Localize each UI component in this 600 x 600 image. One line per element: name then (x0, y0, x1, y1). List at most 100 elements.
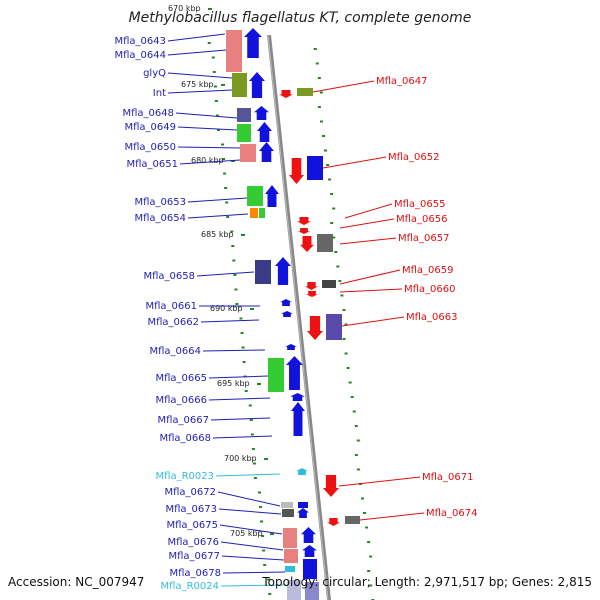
backbone-highlight (267, 34, 329, 600)
tick-mark (342, 309, 346, 311)
leader-line (215, 473, 281, 477)
kbp-tick (221, 84, 225, 86)
gene-arrow-red (297, 217, 311, 225)
kbp-label: 695 kbp (217, 379, 250, 388)
tick-mark (240, 332, 244, 334)
tick-mark (330, 222, 334, 224)
gene-arrow-blue (301, 527, 316, 543)
gene-arrow-blue (244, 28, 262, 58)
gene-label-reverse: Mfla_0674 (426, 508, 478, 519)
tick-mark (365, 526, 369, 529)
gene-arrow-blue (285, 344, 297, 350)
gene-arrow-blue (259, 142, 274, 162)
gene-box-orange (250, 208, 258, 218)
leader-line (187, 197, 248, 203)
gene-label-reverse: Mfla_0671 (422, 472, 474, 483)
tick-mark (224, 187, 228, 189)
leader-line (219, 524, 283, 535)
position-ticks (207, 42, 375, 600)
gene-box-grey (282, 509, 294, 517)
kbp-label: 680 kbp (191, 156, 224, 165)
tick-mark (360, 497, 364, 500)
leader-line (179, 159, 241, 165)
gene-label-forward: Mfla_0664 (149, 346, 201, 357)
tick-mark (233, 274, 237, 276)
leader-line (339, 218, 395, 229)
gene-arrow-red (323, 475, 339, 497)
gene-label-forward: Mfla_0667 (157, 415, 209, 426)
gene-arrow-red (300, 236, 314, 252)
gene-arrow-blue (297, 508, 309, 518)
gene-label-forward: Mfla_0665 (155, 373, 207, 384)
gene-label-reverse: Mfla_0656 (396, 214, 448, 225)
kbp-label: 685 kbp (201, 230, 234, 239)
leader-line (322, 156, 387, 169)
tick-mark (342, 338, 346, 340)
tick-mark (350, 396, 354, 398)
tick-mark (313, 48, 317, 50)
gene-box-blue (307, 156, 323, 180)
gene-arrow-blue (286, 356, 303, 390)
tick-mark (354, 454, 358, 456)
gene-box-pink (284, 549, 298, 563)
gene-arrow-blue (302, 545, 317, 557)
gene-label-forward: glyQ (143, 68, 166, 79)
gene-arrow-cyan (296, 468, 308, 475)
kbp-tick (270, 533, 274, 535)
gene-arrow-red (298, 228, 310, 234)
tick-mark (267, 578, 271, 581)
tick-mark (363, 512, 367, 514)
tick-mark (234, 288, 238, 291)
gene-label-reverse: Mfla_0657 (398, 233, 450, 244)
tick-mark (332, 207, 336, 210)
gene-features (226, 28, 360, 600)
tick-mark (261, 535, 265, 537)
gene-box-blue (303, 559, 317, 579)
tick-mark (226, 216, 230, 218)
gene-box-grey (317, 234, 333, 252)
tick-mark (262, 549, 266, 552)
gene-label-forward: Mfla_0678 (169, 568, 221, 579)
gene-box-pink (226, 30, 242, 72)
gene-label-forward: Mfla_0643 (114, 36, 166, 47)
tick-mark (239, 317, 243, 320)
tick-mark (221, 143, 225, 146)
tick-mark (223, 172, 227, 175)
leader-line (167, 33, 226, 42)
tick-mark (367, 541, 371, 543)
gene-label-forward: Mfla_R0024 (161, 581, 219, 592)
leader-line (177, 126, 238, 131)
gene-box-olive (232, 73, 247, 97)
kbp-label: 700 kbp (224, 454, 257, 463)
tick-mark (340, 294, 344, 297)
tick-mark (242, 361, 246, 363)
leader-line (167, 72, 233, 79)
gene-label-forward: Mfla_0658 (143, 271, 195, 282)
tick-mark (344, 352, 348, 355)
tick-mark (338, 280, 342, 282)
gene-box-grey (322, 280, 336, 288)
leader-line (217, 491, 281, 507)
leader-line (210, 417, 271, 421)
gene-label-forward: Mfla_0668 (159, 433, 211, 444)
kbp-tick (264, 458, 268, 460)
gene-label-forward: Mfla_0649 (124, 122, 176, 133)
gene-label-forward: Mfla_0648 (122, 108, 174, 119)
leader-line (208, 397, 271, 401)
kbp-label: 675 kbp (181, 80, 214, 89)
gene-arrow-red (279, 90, 293, 98)
leader-line (187, 213, 249, 219)
gene-label-reverse: Mfla_0663 (406, 312, 458, 323)
gene-arrow-blue (257, 122, 272, 142)
tick-mark (212, 71, 216, 73)
leader-line (167, 89, 233, 94)
leader-line (339, 269, 401, 285)
tick-mark (232, 259, 236, 262)
gene-arrow-blue (281, 311, 293, 317)
kbp-tick (257, 383, 261, 385)
tick-mark (250, 433, 254, 436)
tick-mark (249, 419, 253, 421)
kbp-tick (231, 160, 235, 162)
gene-label-forward: Mfla_0650 (124, 142, 176, 153)
